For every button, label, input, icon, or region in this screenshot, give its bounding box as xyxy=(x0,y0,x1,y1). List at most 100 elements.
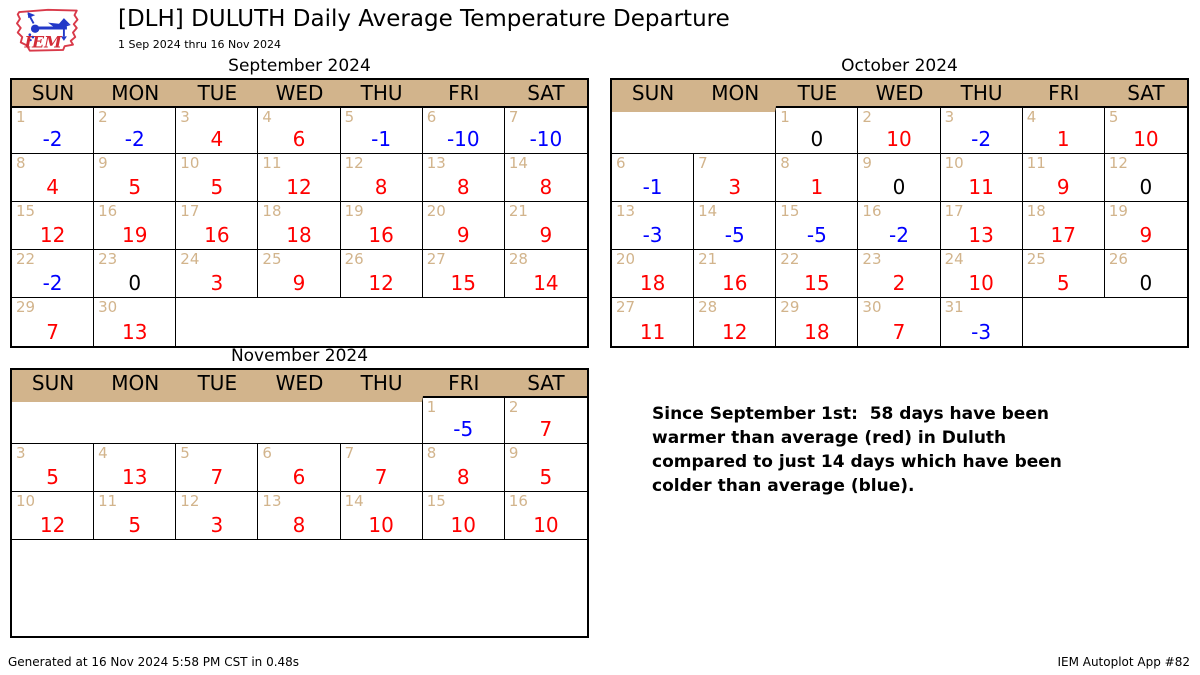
day-cell: 27 11 xyxy=(612,298,695,346)
day-number: 14 xyxy=(344,492,364,510)
day-number: 18 xyxy=(1026,202,1046,220)
day-number: 28 xyxy=(698,298,718,316)
day-number: 25 xyxy=(1026,250,1046,268)
page-subtitle: 1 Sep 2024 thru 16 Nov 2024 xyxy=(118,38,281,51)
departure-value: 7 xyxy=(46,320,59,344)
departure-value: 0 xyxy=(810,127,824,151)
departure-value: 12 xyxy=(286,175,312,199)
departure-value: -2 xyxy=(42,271,63,295)
day-cell: 25 9 xyxy=(258,250,341,298)
weekday-header: SUN xyxy=(31,81,75,105)
weekday-header: SAT xyxy=(527,81,565,105)
weekday-header-row: SUN MON TUE WED THU FRI SAT xyxy=(12,370,587,396)
day-number: 24 xyxy=(944,250,964,268)
departure-value: 0 xyxy=(892,175,906,199)
departure-value: 9 xyxy=(1139,223,1153,247)
day-number: 6 xyxy=(262,444,272,462)
weekday-header-row: SUN MON TUE WED THU FRI SAT xyxy=(612,80,1187,106)
departure-value: 9 xyxy=(456,223,470,247)
day-number: 13 xyxy=(262,492,282,510)
departure-value: 8 xyxy=(456,465,470,489)
day-number: 2 xyxy=(98,108,108,126)
departure-value: 16 xyxy=(368,223,394,247)
departure-value: 3 xyxy=(210,513,224,537)
day-cell: 17 16 xyxy=(176,202,259,250)
day-cell: 20 18 xyxy=(612,250,695,298)
departure-value: 7 xyxy=(539,417,553,441)
departure-value: 10 xyxy=(368,513,394,537)
day-number: 4 xyxy=(262,108,272,126)
departure-value: 1 xyxy=(1056,127,1070,151)
day-number: 20 xyxy=(616,250,636,268)
day-cell: 18 18 xyxy=(258,202,341,250)
departure-value: -10 xyxy=(446,127,480,151)
day-number: 6 xyxy=(616,154,626,172)
departure-value: 9 xyxy=(539,223,553,247)
day-number: 4 xyxy=(1026,108,1037,126)
day-cell: 25 5 xyxy=(1022,250,1105,298)
departure-value: 18 xyxy=(286,223,312,247)
day-cell: 13 8 xyxy=(422,154,505,202)
departure-value: -5 xyxy=(453,417,474,441)
trailing-empty-cell xyxy=(1022,298,1187,346)
day-number: 16 xyxy=(98,202,118,220)
day-cell: 7 -10 xyxy=(504,106,587,154)
day-number: 29 xyxy=(16,298,36,316)
day-cell: 10 11 xyxy=(940,154,1023,202)
day-cell: 5 10 xyxy=(1104,106,1187,154)
day-number: 18 xyxy=(262,202,282,220)
departure-value: 16 xyxy=(721,271,748,295)
day-number: 3 xyxy=(180,108,190,126)
leading-empty-cell xyxy=(12,396,423,444)
day-number: 14 xyxy=(698,202,718,220)
day-cell: 30 13 xyxy=(94,298,177,346)
departure-value: 12 xyxy=(721,320,748,344)
day-number: 23 xyxy=(862,250,882,268)
day-number: 22 xyxy=(16,250,36,268)
day-cell: 20 9 xyxy=(422,202,505,250)
day-number: 25 xyxy=(262,250,282,268)
departure-value: 9 xyxy=(292,271,306,295)
day-cell: 21 9 xyxy=(504,202,587,250)
weekday-header-row: SUN MON TUE WED THU FRI SAT xyxy=(12,80,587,106)
day-number: 15 xyxy=(16,202,36,220)
day-cell: 17 13 xyxy=(940,202,1023,250)
day-number: 10 xyxy=(944,154,964,172)
iem-logo-text: IEM xyxy=(24,33,63,52)
calendar-grid: 1 0 2 10 3 -2 4 1 5 10 6 -1 7 3 8 1 9 0 10 11 11 9 12 0 13 -3 14 -5… xyxy=(612,106,1187,346)
day-number: 1 xyxy=(426,398,437,416)
weather-vane-icon xyxy=(27,12,71,42)
month-title: November 2024 xyxy=(230,346,369,366)
day-number: 11 xyxy=(262,154,282,172)
departure-value: 19 xyxy=(121,223,148,247)
departure-value: 7 xyxy=(374,465,388,489)
departure-value: -3 xyxy=(971,320,992,344)
day-number: 2 xyxy=(862,108,872,126)
departure-value: -2 xyxy=(124,127,145,151)
day-number: 21 xyxy=(698,250,718,268)
day-number: 19 xyxy=(344,202,364,220)
weekday-header: MON xyxy=(711,81,760,105)
day-number: 15 xyxy=(780,202,800,220)
departure-value: 12 xyxy=(39,513,66,537)
day-cell: 24 3 xyxy=(176,250,259,298)
departure-value: -5 xyxy=(806,223,827,247)
departure-value: 14 xyxy=(533,271,559,295)
day-cell: 24 10 xyxy=(940,250,1023,298)
weekday-header: WED xyxy=(275,371,324,395)
weekday-header: TUE xyxy=(797,81,838,105)
day-cell: 14 -5 xyxy=(694,202,777,250)
departure-value: 1 xyxy=(810,175,824,199)
day-cell: 1 -5 xyxy=(422,396,505,444)
day-cell: 11 9 xyxy=(1022,154,1105,202)
day-number: 7 xyxy=(508,108,519,126)
day-cell: 23 2 xyxy=(858,250,941,298)
day-cell: 28 14 xyxy=(504,250,587,298)
day-number: 30 xyxy=(98,298,118,316)
day-number: 19 xyxy=(1108,202,1128,220)
day-number: 15 xyxy=(426,492,446,510)
